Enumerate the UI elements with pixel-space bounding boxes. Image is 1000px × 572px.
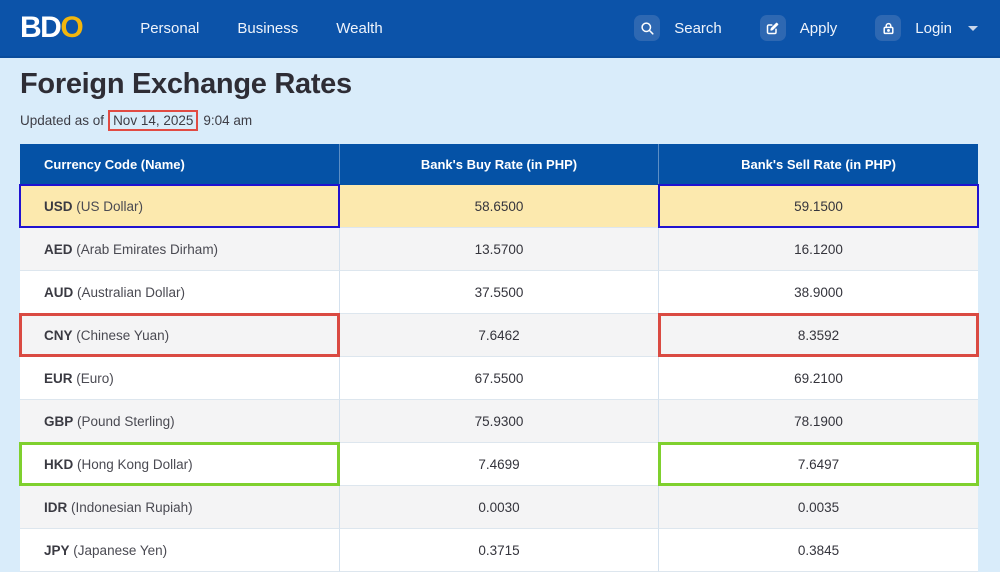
apply-button[interactable]: Apply [759,15,838,41]
apply-label: Apply [799,19,838,37]
primary-nav: Personal Business Wealth [140,20,383,37]
currency-code: AED [44,241,73,257]
table-row-gbp: GBP (Pound Sterling) 75.9300 78.1900 [20,400,978,443]
table-row-aed: AED (Arab Emirates Dirham) 13.5700 16.12… [20,228,978,271]
header-buy-rate: Bank's Buy Rate (in PHP) [340,144,659,185]
nav-actions: Search Apply Login [634,15,978,41]
fx-rates-table: Currency Code (Name) Bank's Buy Rate (in… [19,144,979,572]
currency-cell-cny: CNY (Chinese Yuan) [19,313,340,357]
highlighted-date: Nov 14, 2025 [108,110,199,131]
sell-rate-hkd: 7.6497 [658,442,979,486]
top-navbar: BDO Personal Business Wealth Search Appl… [0,0,1000,58]
login-label: Login [915,19,952,37]
logo-text-bd: BD [20,11,62,44]
currency-cell-usd: USD (US Dollar) [19,184,340,228]
buy-rate-hkd: 7.4699 [340,443,659,486]
chevron-down-icon [968,25,978,31]
buy-rate-idr: 0.0030 [340,486,659,529]
currency-code: GBP [44,413,74,429]
nav-link-personal[interactable]: Personal [140,19,200,37]
currency-cell-gbp: GBP (Pound Sterling) [20,400,340,443]
updated-prefix: Updated as of [20,113,105,128]
sell-rate-aed: 16.1200 [659,228,978,271]
header-sell-rate: Bank's Sell Rate (in PHP) [659,144,978,185]
currency-code: AUD [44,284,74,300]
table-header-row: Currency Code (Name) Bank's Buy Rate (in… [20,144,978,185]
page-title: Foreign Exchange Rates [20,68,352,100]
currency-cell-eur: EUR (Euro) [20,357,340,400]
table-row-hkd: HKD (Hong Kong Dollar) 7.4699 7.6497 [19,442,979,486]
sell-rate-aud: 38.9000 [659,271,978,314]
buy-rate-cny: 7.6462 [340,314,659,357]
search-label: Search [674,19,722,37]
lock-icon [875,15,902,41]
currency-name: (Japanese Yen) [73,542,168,558]
currency-cell-aud: AUD (Australian Dollar) [20,271,340,314]
edit-icon [759,15,786,41]
currency-code: CNY [44,327,73,343]
currency-name: (Hong Kong Dollar) [77,456,193,472]
buy-rate-eur: 67.5500 [340,357,659,400]
buy-rate-gbp: 75.9300 [340,400,659,443]
buy-rate-aed: 13.5700 [340,228,659,271]
currency-code: JPY [44,542,70,558]
table-row-jpy: JPY (Japanese Yen) 0.3715 0.3845 [20,529,978,572]
currency-code: USD [44,198,73,214]
search-icon [634,15,661,41]
sell-rate-eur: 69.2100 [659,357,978,400]
currency-name: (US Dollar) [76,198,144,214]
bdo-logo[interactable]: BDO [20,11,84,45]
sell-rate-jpy: 0.3845 [659,529,978,572]
currency-cell-idr: IDR (Indonesian Rupiah) [20,486,340,529]
currency-cell-hkd: HKD (Hong Kong Dollar) [19,442,340,486]
main-content: Foreign Exchange Rates Updated as of Nov… [0,58,1000,572]
currency-name: (Arab Emirates Dirham) [76,241,219,257]
currency-code: IDR [44,499,68,515]
header-currency: Currency Code (Name) [20,144,340,185]
buy-rate-usd: 58.6500 [340,185,659,228]
sell-rate-usd: 59.1500 [658,184,979,228]
sell-rate-gbp: 78.1900 [659,400,978,443]
sell-rate-cny: 8.3592 [658,313,979,357]
table-row-eur: EUR (Euro) 67.5500 69.2100 [20,357,978,400]
updated-time: 9:04 am [203,113,253,128]
nav-link-wealth[interactable]: Wealth [336,19,383,37]
sell-rate-idr: 0.0035 [659,486,978,529]
updated-timestamp: Updated as of Nov 14, 2025 9:04 am [20,110,978,131]
logo-text-o: O [60,11,83,44]
table-row-usd: USD (US Dollar) 58.6500 59.1500 [19,184,979,228]
buy-rate-aud: 37.5500 [340,271,659,314]
currency-code: EUR [44,370,73,386]
currency-cell-jpy: JPY (Japanese Yen) [20,529,340,572]
search-button[interactable]: Search [634,15,722,41]
table-row-idr: IDR (Indonesian Rupiah) 0.0030 0.0035 [20,486,978,529]
currency-cell-aed: AED (Arab Emirates Dirham) [20,228,340,271]
login-button[interactable]: Login [875,15,978,41]
currency-code: HKD [44,456,74,472]
nav-link-business[interactable]: Business [237,19,299,37]
currency-name: (Pound Sterling) [77,413,175,429]
currency-name: (Euro) [76,370,114,386]
table-row-aud: AUD (Australian Dollar) 37.5500 38.9000 [20,271,978,314]
table-row-cny: CNY (Chinese Yuan) 7.6462 8.3592 [19,313,979,357]
currency-name: (Chinese Yuan) [76,327,170,343]
currency-name: (Australian Dollar) [77,284,186,300]
currency-name: (Indonesian Rupiah) [71,499,193,515]
buy-rate-jpy: 0.3715 [340,529,659,572]
